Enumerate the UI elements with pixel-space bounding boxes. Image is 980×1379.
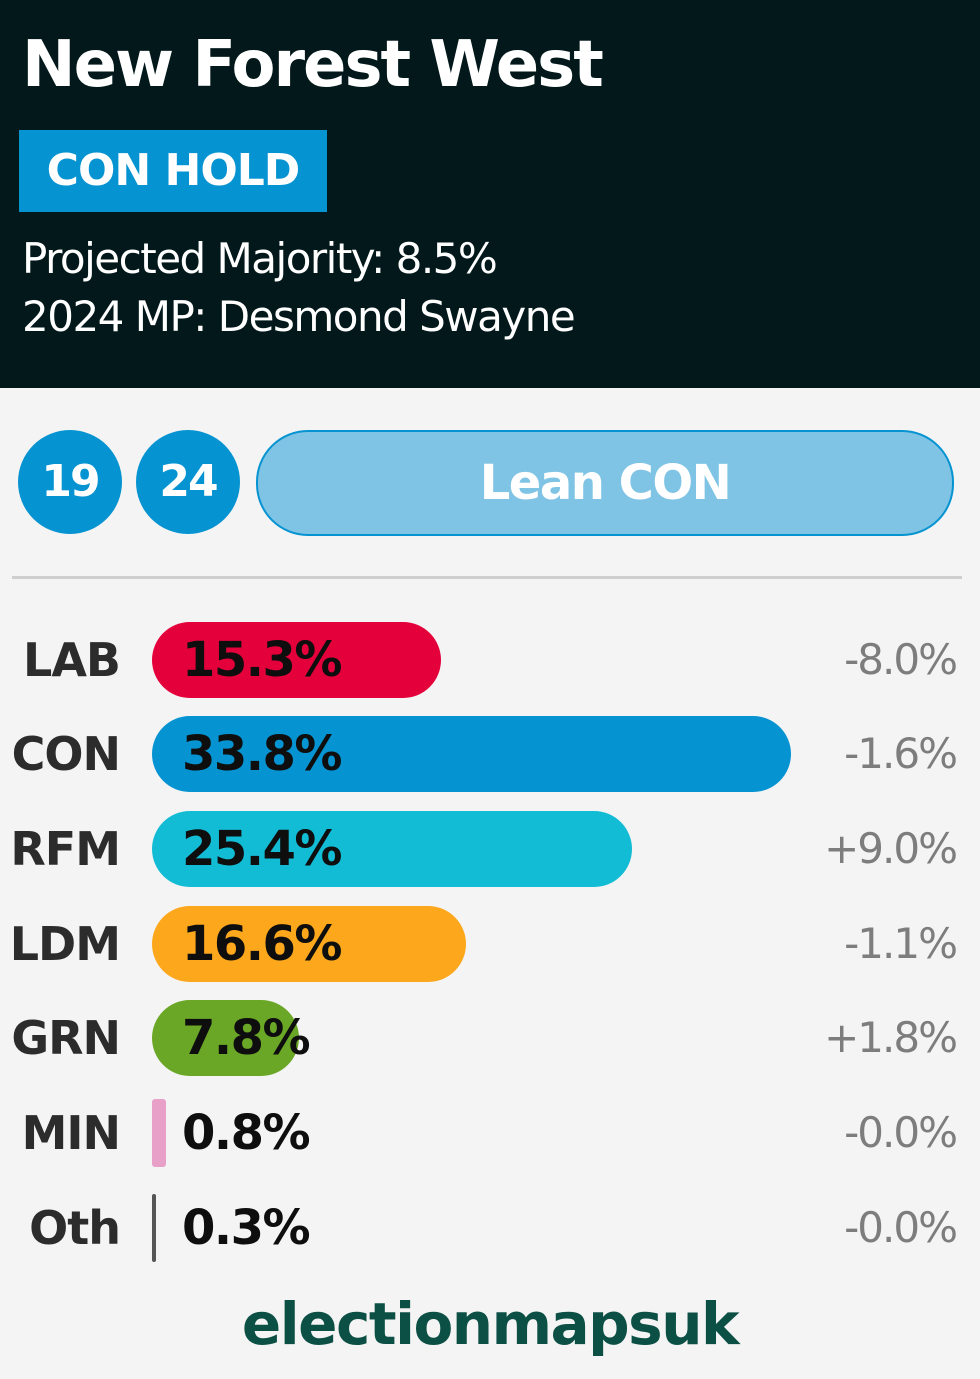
vote-share-bar bbox=[152, 1194, 156, 1262]
vote-share-bar bbox=[152, 622, 441, 698]
current-mp: 2024 MP: Desmond Swayne bbox=[22, 292, 576, 341]
result-row-ldm: LDM 16.6% -1.1% bbox=[0, 906, 980, 982]
party-label: CON bbox=[11, 727, 121, 781]
vote-share-change: +1.8% bbox=[824, 1013, 958, 1062]
result-row-oth: Oth 0.3% -0.0% bbox=[0, 1190, 980, 1266]
result-row-rfm: RFM 25.4% +9.0% bbox=[0, 811, 980, 887]
brand-logo: electionmapsuk bbox=[241, 1290, 740, 1358]
vote-share-bar bbox=[152, 1000, 299, 1076]
history-badge-2019: 19 bbox=[18, 430, 122, 534]
vote-share-change: -1.1% bbox=[844, 919, 958, 968]
party-label: MIN bbox=[21, 1106, 121, 1160]
result-row-lab: LAB 15.3% -8.0% bbox=[0, 622, 980, 698]
vote-share-value: 16.6% bbox=[182, 916, 343, 972]
vote-share-change: +9.0% bbox=[824, 824, 958, 873]
status-badge: CON HOLD bbox=[19, 130, 327, 212]
party-label: Oth bbox=[29, 1201, 121, 1255]
vote-share-bar bbox=[152, 716, 791, 792]
history-badge-2024: 24 bbox=[136, 430, 240, 534]
constituency-title: New Forest West bbox=[22, 28, 604, 102]
result-row-con: CON 33.8% -1.6% bbox=[0, 716, 980, 792]
party-label: RFM bbox=[10, 822, 121, 876]
result-row-grn: GRN 7.8% +1.8% bbox=[0, 1000, 980, 1076]
result-row-min: MIN 0.8% -0.0% bbox=[0, 1095, 980, 1171]
vote-share-bar bbox=[152, 811, 632, 887]
vote-share-change: -0.0% bbox=[844, 1203, 958, 1252]
vote-share-bar bbox=[152, 906, 466, 982]
party-label: LAB bbox=[23, 633, 121, 687]
vote-share-value: 25.4% bbox=[182, 821, 343, 877]
vote-share-value: 15.3% bbox=[182, 632, 343, 688]
rating-pill: Lean CON bbox=[256, 430, 954, 536]
vote-share-value: 33.8% bbox=[182, 726, 343, 782]
party-label: GRN bbox=[11, 1011, 121, 1065]
vote-share-change: -8.0% bbox=[844, 635, 958, 684]
vote-share-bar bbox=[152, 1099, 166, 1167]
vote-share-value: 7.8% bbox=[182, 1010, 311, 1066]
vote-share-change: -1.6% bbox=[844, 729, 958, 778]
divider bbox=[12, 576, 962, 579]
vote-share-change: -0.0% bbox=[844, 1108, 958, 1157]
vote-share-value: 0.3% bbox=[182, 1200, 311, 1256]
vote-share-value: 0.8% bbox=[182, 1105, 311, 1161]
party-label: LDM bbox=[9, 917, 121, 971]
header-panel: New Forest West CON HOLD Projected Major… bbox=[0, 0, 980, 388]
projected-majority: Projected Majority: 8.5% bbox=[22, 234, 498, 283]
